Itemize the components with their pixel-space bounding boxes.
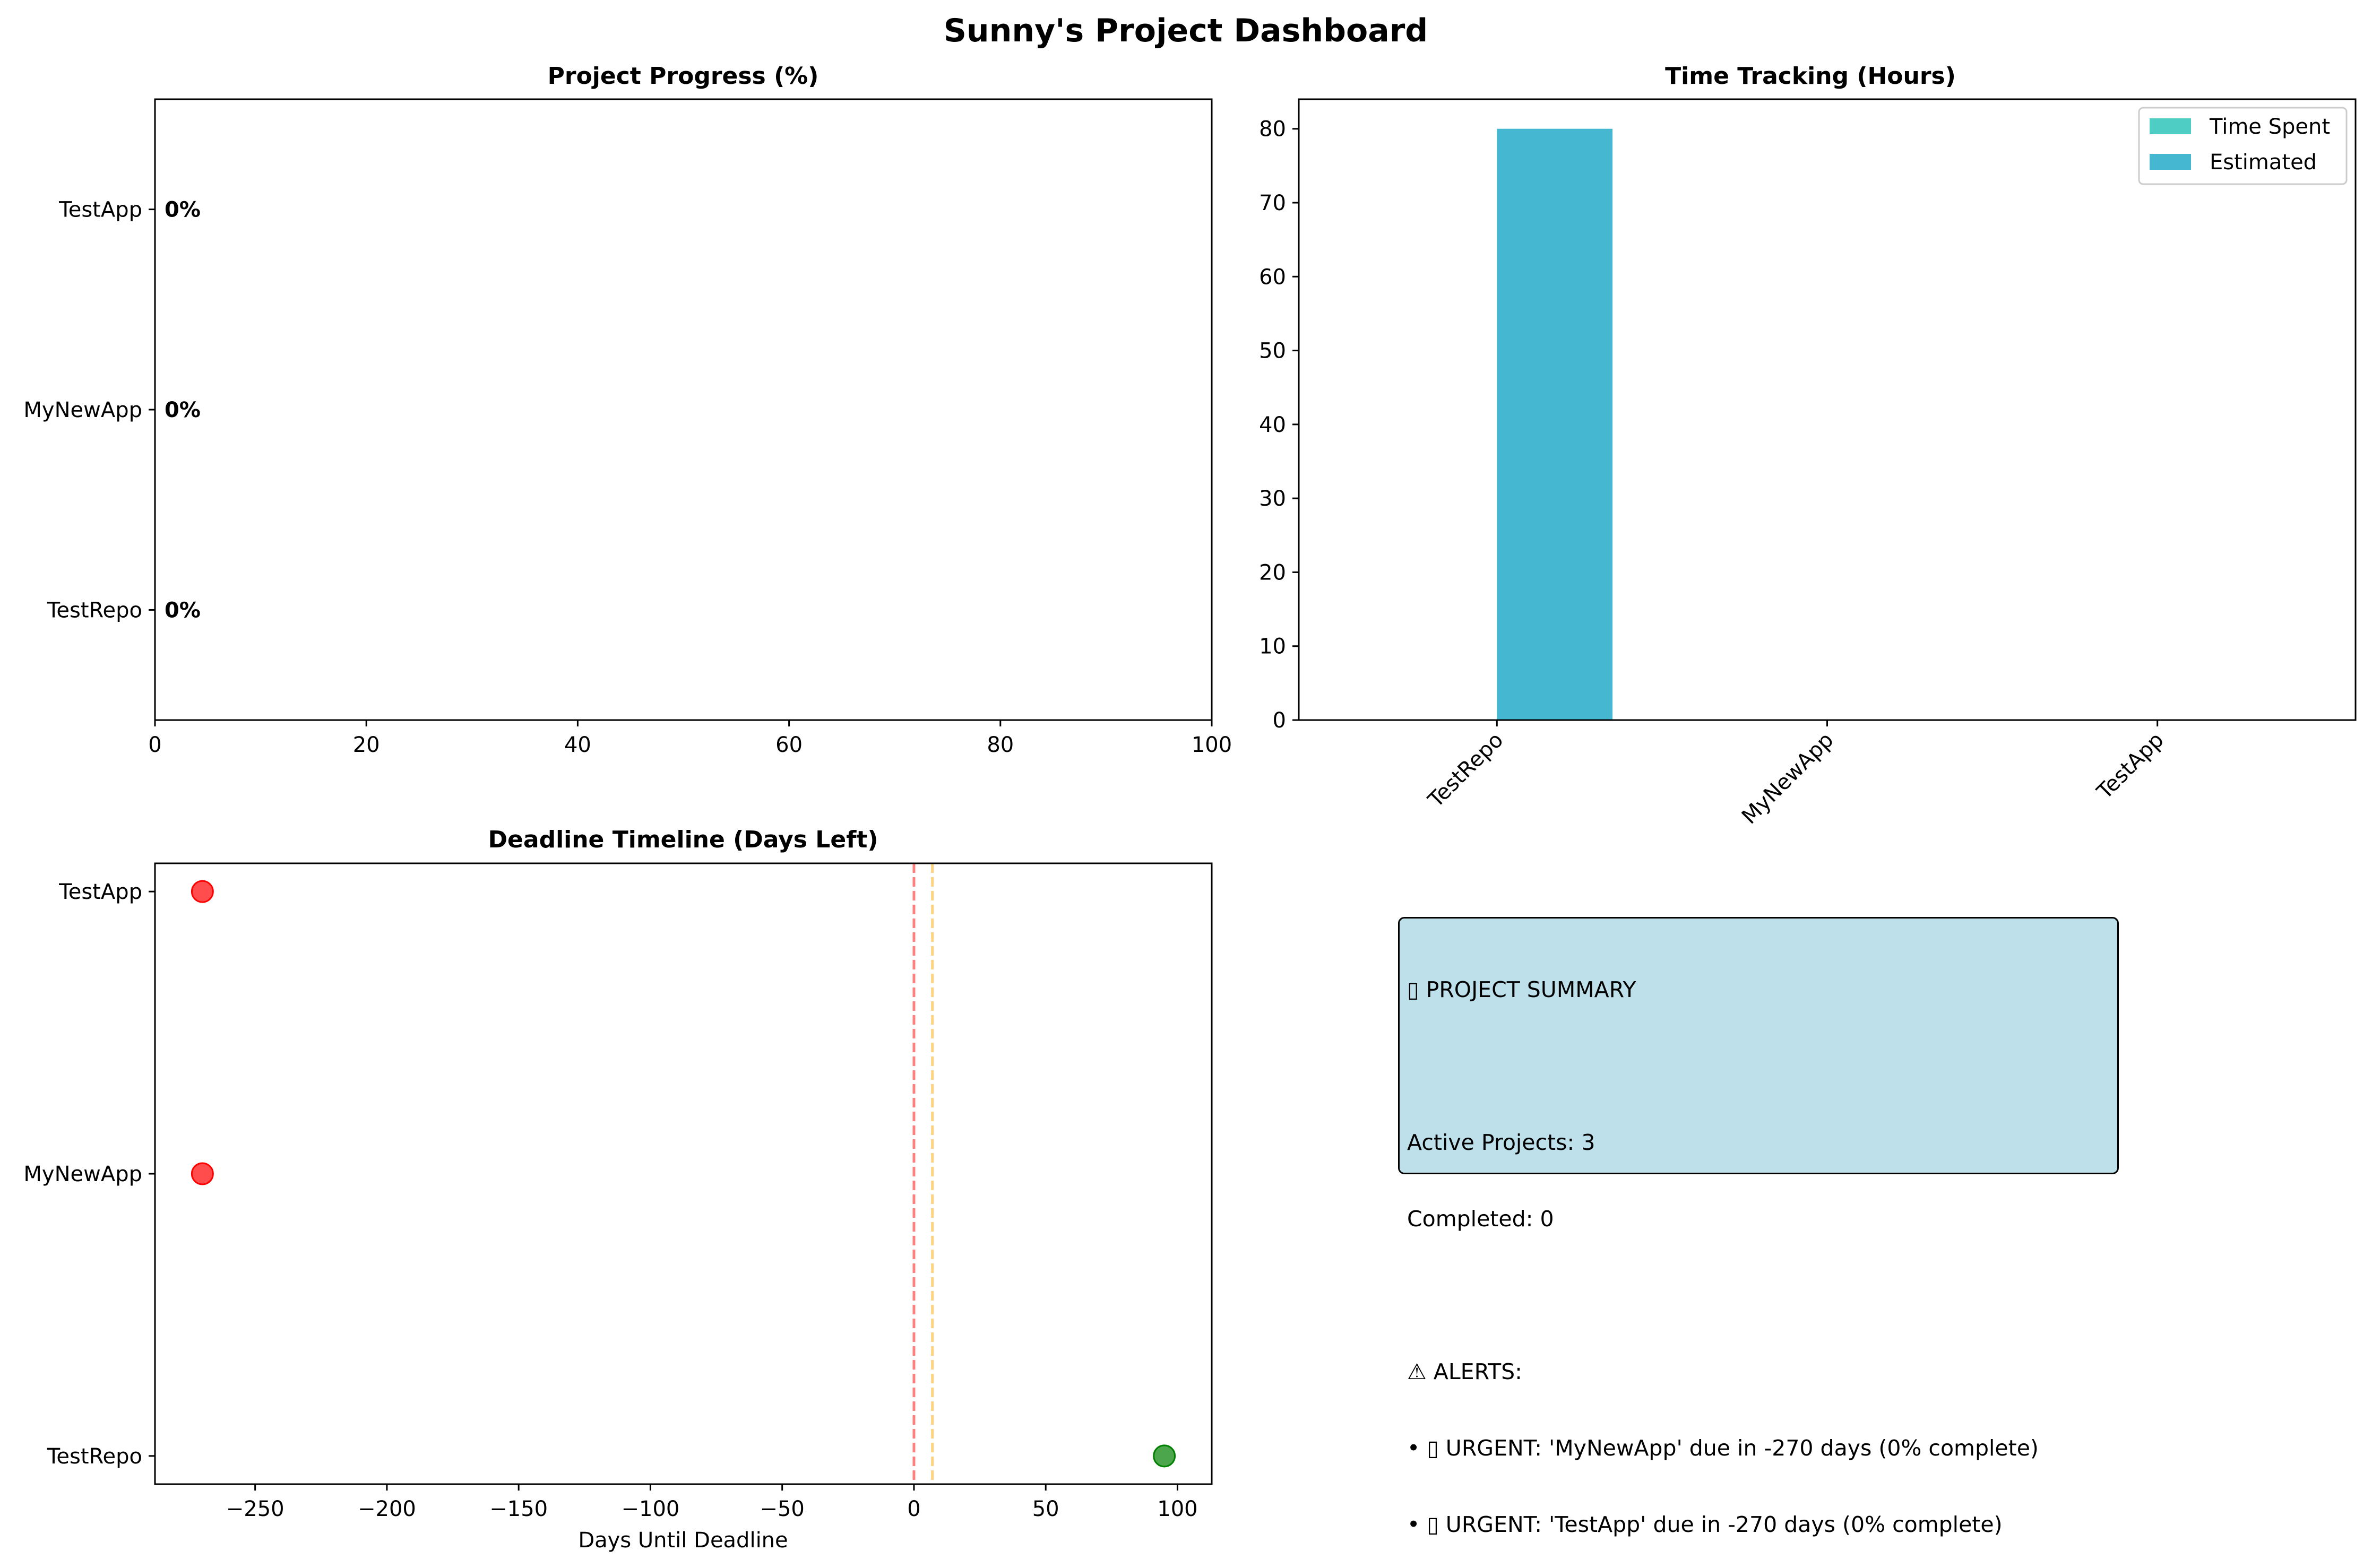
time-ytick-label: 60 [1259,265,1286,289]
deadline-xtick-label: −250 [226,1497,284,1521]
progress-label-testrepo: 0% [165,598,201,622]
time-tracking-chart-frame [1298,98,2357,721]
time-xtick-label: MyNewApp [1737,728,1839,829]
deadline-chart-frame [154,862,1213,1485]
deadline-ytick-label: TestApp [58,880,142,904]
deadline-xtick-label: 0 [907,1497,920,1521]
progress-xtick-label: 60 [775,733,803,757]
progress-xtick-label: 40 [564,733,591,757]
progress-xtick-label: 80 [987,733,1014,757]
time-tracking-chart: Time Tracking (Hours) 01020304050607080 … [1259,63,2357,829]
summary-completed: Completed: 0 [1407,1206,1554,1232]
time-xtick-label: TestRepo [1423,728,1508,813]
deadline-xtick-label: 100 [1157,1497,1197,1521]
summary-alert-item: • ▯ URGENT: 'TestApp' due in -270 days (… [1407,1512,2003,1537]
progress-label-mynewapp: 0% [165,398,201,422]
time-ytick-label: 10 [1259,635,1286,659]
legend-label-estimated: Estimated [2210,150,2317,175]
deadline-xtick-label: 50 [1032,1497,1059,1521]
deadline-xtick-label: −200 [358,1497,416,1521]
deadline-point-mynewapp [191,1162,214,1185]
deadline-timeline-chart: Deadline Timeline (Days Left) TestRepo My… [23,826,1213,1553]
progress-chart: Project Progress (%) 0% 0% 0% TestRepo MyNe… [23,63,1232,757]
deadline-ytick-label: MyNewApp [23,1162,142,1186]
progress-ytick-label: MyNewApp [23,398,142,422]
progress-xtick-label: 100 [1192,733,1232,757]
progress-ytick-label: TestRepo [47,598,142,622]
deadline-ytick-label: TestRepo [47,1444,142,1469]
project-summary-box: ▯ PROJECT SUMMARY Active Projects: 3 Com… [1398,917,2119,1537]
dashboard-title: Sunny's Project Dashboard [944,12,1428,49]
summary-heading: ▯ PROJECT SUMMARY [1407,977,1636,1002]
progress-xtick-label: 0 [148,733,161,757]
summary-alerts-heading: ⚠ ALERTS: [1407,1359,1522,1384]
progress-label-testapp: 0% [165,198,201,222]
time-tracking-legend: Time Spent Estimated [2138,107,2348,185]
bar-estimated-testrepo [1497,128,1613,721]
legend-swatch-time-spent [2150,118,2191,134]
deadline-chart-xlabel: Days Until Deadline [578,1528,788,1553]
time-ytick-label: 0 [1273,708,1286,733]
deadline-xtick-label: −100 [621,1497,679,1521]
deadline-xtick-label: −150 [489,1497,548,1521]
time-ytick-label: 80 [1259,117,1286,142]
legend-label-time-spent: Time Spent [2209,115,2330,139]
time-tracking-chart-title: Time Tracking (Hours) [1665,63,1956,90]
progress-chart-frame [154,98,1213,721]
deadline-xtick-label: −50 [760,1497,804,1521]
time-ytick-label: 40 [1259,413,1286,437]
time-ytick-label: 30 [1259,487,1286,511]
progress-xtick-label: 20 [353,733,380,757]
time-ytick-label: 70 [1259,191,1286,215]
progress-chart-title: Project Progress (%) [548,63,819,90]
summary-active-projects: Active Projects: 3 [1407,1130,1595,1155]
time-ytick-label: 50 [1259,339,1286,363]
deadline-point-testrepo [1153,1444,1176,1468]
legend-swatch-estimated [2150,154,2191,170]
summary-alert-item: • ▯ URGENT: 'MyNewApp' due in -270 days … [1407,1435,2039,1461]
deadline-chart-title: Deadline Timeline (Days Left) [488,826,878,853]
time-xtick-label: TestApp [2092,728,2169,804]
progress-ytick-label: TestApp [58,198,142,222]
deadline-point-testapp [191,880,214,903]
time-ytick-label: 20 [1259,560,1286,585]
